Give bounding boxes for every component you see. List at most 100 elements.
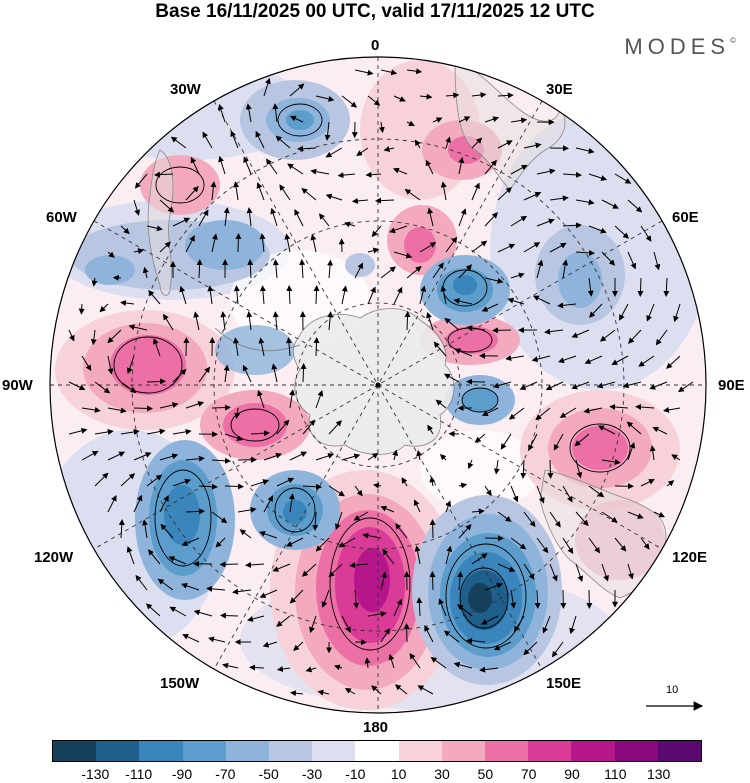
wind-arrow bbox=[341, 615, 351, 633]
wind-arrow bbox=[627, 251, 637, 270]
wind-arrow bbox=[182, 634, 200, 643]
wind-arrow bbox=[145, 603, 161, 617]
wind-arrow bbox=[81, 406, 101, 413]
map-disk bbox=[50, 57, 706, 713]
wind-arrow bbox=[416, 450, 423, 461]
wind-arrow bbox=[94, 428, 114, 435]
wind-arrow bbox=[152, 338, 161, 357]
wind-arrow bbox=[222, 662, 239, 669]
wind-arrow bbox=[172, 428, 192, 435]
wind-arrow bbox=[324, 121, 331, 141]
wind-arrow bbox=[453, 298, 473, 305]
wind-arrow bbox=[315, 453, 335, 461]
wind-arrow bbox=[349, 562, 369, 569]
wind-arrow bbox=[406, 265, 422, 279]
wind-arrow bbox=[134, 173, 148, 189]
wind-arrow bbox=[341, 95, 358, 108]
wind-vectors bbox=[68, 68, 694, 697]
wind-arrow bbox=[341, 453, 361, 461]
wind-arrow bbox=[343, 221, 356, 228]
wind-arrow bbox=[389, 225, 408, 234]
wind-arrow bbox=[224, 433, 244, 441]
wind-arrow bbox=[439, 453, 447, 461]
wind-arrow bbox=[318, 213, 330, 227]
lon-label-120w: 120W bbox=[34, 549, 74, 566]
wind-arrow bbox=[429, 571, 436, 591]
wind-arrow bbox=[242, 364, 252, 383]
wind-arrow bbox=[328, 420, 342, 435]
wind-arrow bbox=[90, 329, 97, 346]
wind-arrow bbox=[419, 285, 427, 305]
wind-arrow bbox=[510, 164, 528, 175]
wind-arrow bbox=[208, 636, 226, 643]
wind-arrow bbox=[353, 511, 369, 521]
wind-arrow bbox=[614, 225, 630, 239]
wind-arrow bbox=[471, 553, 488, 565]
wind-arrow bbox=[671, 454, 681, 461]
wind-arrow bbox=[458, 482, 468, 489]
wind-arrow bbox=[575, 199, 595, 206]
wind-arrow bbox=[435, 399, 447, 409]
wind-arrow bbox=[367, 452, 379, 461]
wind-arrow bbox=[445, 236, 458, 253]
colorbar-segment bbox=[485, 741, 529, 761]
colorbar-segment bbox=[614, 741, 658, 761]
wind-arrow bbox=[310, 234, 317, 253]
wind-arrow bbox=[367, 95, 381, 106]
wind-arrow bbox=[599, 329, 616, 342]
wind-arrow bbox=[497, 243, 516, 253]
wind-arrow bbox=[284, 233, 291, 253]
wind-arrow bbox=[466, 637, 486, 644]
wind-arrow bbox=[571, 329, 590, 338]
wind-arrow bbox=[246, 207, 253, 227]
wind-arrow bbox=[294, 209, 304, 227]
wind-arrow bbox=[484, 159, 497, 175]
wind-arrow bbox=[270, 207, 278, 227]
wind-arrow bbox=[157, 578, 174, 591]
colorbar-segment bbox=[139, 741, 183, 761]
wind-arrow bbox=[677, 381, 694, 393]
wind-arrow bbox=[497, 511, 512, 522]
wind-arrow bbox=[673, 303, 681, 323]
wind-arrow bbox=[484, 212, 498, 227]
wind-arrow bbox=[334, 511, 343, 530]
wind-arrow bbox=[193, 311, 200, 331]
wind-arrow bbox=[383, 146, 395, 152]
wind-arrow bbox=[559, 407, 577, 418]
wind-arrow bbox=[484, 277, 504, 284]
wind-arrow bbox=[262, 641, 278, 648]
wind-arrow bbox=[419, 242, 437, 253]
wind-arrow bbox=[185, 235, 195, 253]
wind-arrow bbox=[510, 272, 525, 279]
wind-arrow bbox=[159, 402, 179, 409]
wind-arrow bbox=[601, 199, 619, 209]
wind-arrow bbox=[210, 181, 217, 201]
brand-name: MODES bbox=[624, 34, 731, 59]
wind-arrow bbox=[147, 549, 161, 565]
wind-arrow bbox=[500, 433, 512, 450]
modes-logo: MODES© bbox=[624, 34, 736, 60]
wind-arrow bbox=[249, 664, 265, 671]
wind-arrow bbox=[574, 433, 590, 447]
wind-arrow bbox=[185, 185, 199, 201]
anomaly-high-180-l5 bbox=[354, 548, 390, 612]
wind-arrow bbox=[497, 187, 512, 201]
wind-arrow bbox=[458, 524, 472, 539]
wind-arrow bbox=[484, 485, 492, 497]
wind-arrow bbox=[327, 311, 334, 331]
wind-arrow bbox=[380, 571, 387, 591]
wind-arrow bbox=[289, 115, 304, 123]
wind-arrow bbox=[185, 508, 205, 515]
wind-arrow bbox=[531, 355, 551, 363]
wind-arrow bbox=[587, 277, 594, 297]
wind-arrow bbox=[237, 506, 257, 513]
colorbar-tick-label: -110 bbox=[125, 766, 153, 782]
wind-arrow bbox=[356, 147, 369, 156]
wind-arrow bbox=[443, 630, 460, 643]
wind-arrow bbox=[378, 121, 385, 134]
wind-arrow bbox=[107, 407, 127, 414]
wind-arrow bbox=[133, 405, 153, 412]
wind-arrow bbox=[301, 187, 317, 201]
lon-label-60e: 60E bbox=[672, 209, 699, 226]
